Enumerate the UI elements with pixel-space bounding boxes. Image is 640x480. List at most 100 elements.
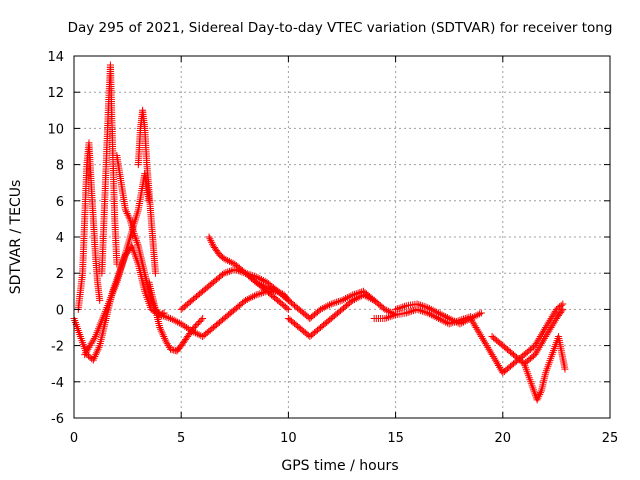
data-point	[207, 237, 215, 245]
data-point	[347, 292, 355, 300]
data-point	[533, 347, 541, 355]
data-point	[495, 362, 503, 370]
data-point	[277, 289, 285, 297]
data-point	[543, 331, 551, 339]
data-point	[536, 390, 544, 398]
series-arc-13	[306, 287, 378, 322]
data-point	[168, 315, 176, 323]
series-arc-18	[520, 333, 569, 404]
data-point	[487, 349, 495, 357]
data-point	[165, 314, 173, 322]
data-point	[160, 309, 168, 317]
data-point	[166, 314, 174, 322]
y-tick-label: -2	[51, 340, 64, 355]
data-point	[492, 358, 500, 366]
data-point	[537, 340, 545, 348]
data-point	[388, 312, 396, 320]
data-point	[208, 238, 216, 246]
data-point	[452, 318, 460, 326]
data-point	[424, 304, 432, 312]
data-point	[193, 320, 201, 328]
data-point	[334, 298, 342, 306]
data-point	[383, 306, 391, 314]
data-point	[196, 317, 204, 325]
data-point	[461, 317, 469, 325]
data-point	[193, 330, 201, 338]
grid	[74, 56, 610, 418]
y-tick-label: 10	[47, 122, 64, 137]
data-point	[124, 211, 132, 219]
data-point	[317, 305, 325, 313]
data-point	[442, 313, 450, 321]
data-point	[325, 301, 333, 309]
data-point	[123, 209, 131, 217]
data-point	[194, 319, 202, 327]
data-point	[477, 333, 485, 341]
y-axis-label: SDTVAR / TECUs	[8, 180, 24, 295]
data-point	[163, 313, 171, 321]
data-point	[131, 231, 139, 239]
data-point	[557, 301, 565, 309]
data-point	[249, 272, 257, 280]
data-point	[408, 307, 416, 315]
data-point	[252, 291, 260, 299]
data-point	[121, 206, 129, 214]
data-point	[174, 318, 182, 326]
data-point	[433, 308, 441, 316]
data-point	[254, 274, 262, 282]
data-point	[393, 305, 401, 313]
data-point	[540, 336, 548, 344]
data-point	[170, 316, 178, 324]
data-point	[438, 311, 446, 319]
data-point	[243, 270, 251, 278]
data-point	[476, 331, 484, 339]
data-point	[415, 301, 423, 309]
data-point	[284, 305, 292, 313]
data-point	[161, 334, 169, 342]
data-point	[427, 305, 435, 313]
data-point	[224, 268, 232, 276]
data-point	[343, 294, 351, 302]
data-point	[157, 310, 165, 318]
data-point	[434, 309, 442, 317]
x-tick-label: 10	[280, 431, 297, 446]
data-point	[275, 288, 283, 296]
y-tick-label: 12	[47, 86, 64, 101]
data-point	[87, 340, 95, 348]
y-axis-ticks: -6 -4 -2 0 2 4 6 8 10 12 14	[47, 50, 610, 427]
data-point	[220, 255, 228, 263]
data-point	[486, 347, 494, 355]
data-point	[333, 298, 341, 306]
data-point	[478, 334, 486, 342]
data-point	[159, 331, 167, 339]
data-point	[220, 269, 228, 277]
data-point	[222, 256, 230, 264]
data-point	[491, 356, 499, 364]
data-point	[395, 304, 403, 312]
data-point	[477, 309, 485, 317]
y-tick-label: -6	[51, 412, 64, 427]
data-point	[247, 294, 255, 302]
data-point	[431, 307, 439, 315]
data-point	[195, 331, 203, 339]
series-arc-9	[177, 266, 292, 313]
data-point	[549, 320, 557, 328]
data-point	[544, 329, 552, 337]
data-point	[90, 334, 98, 342]
data-point	[406, 308, 414, 316]
data-point	[162, 338, 170, 346]
data-point	[549, 311, 557, 319]
data-point	[125, 213, 133, 221]
data-point	[429, 306, 437, 314]
data-point	[445, 314, 453, 322]
series-arc-4	[113, 152, 168, 319]
data-point	[81, 351, 89, 359]
data-point	[475, 329, 483, 337]
data-point	[545, 327, 553, 335]
data-point	[497, 365, 505, 373]
data-point	[227, 267, 235, 275]
data-point	[336, 297, 344, 305]
data-point	[92, 351, 100, 359]
data-point	[158, 329, 166, 337]
data-point	[436, 310, 444, 318]
